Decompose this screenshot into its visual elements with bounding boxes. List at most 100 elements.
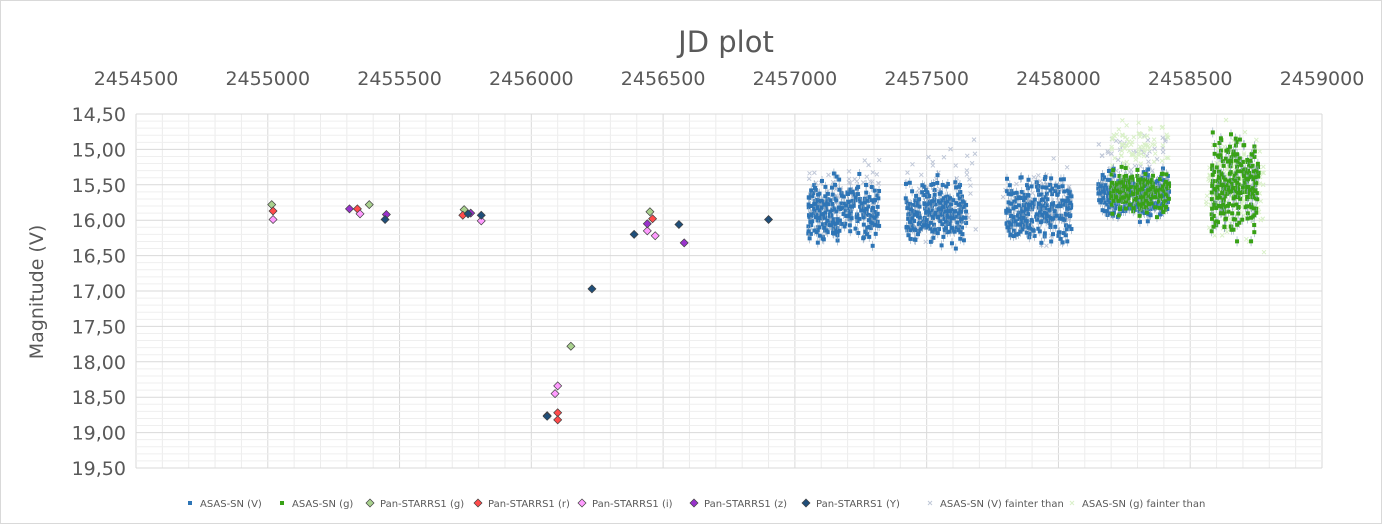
point-asas-sn-g (1236, 204, 1241, 209)
point-asas-sn-v (942, 214, 947, 219)
y-tick-label: 19,50 (72, 458, 126, 480)
point-asas-sn-v (835, 229, 840, 234)
point-asas-sn-v (821, 237, 826, 242)
point-asas-sn-v (834, 174, 839, 179)
point-asas-sn-v (1030, 200, 1035, 205)
point-asas-sn-v-fainter-than (1099, 153, 1105, 159)
point-asas-sn-v (906, 201, 911, 206)
point-asas-sn-g (1248, 158, 1253, 163)
point-asas-sn-g (1245, 184, 1250, 189)
point-asas-sn-g-fainter-than (1241, 151, 1247, 156)
point-asas-sn-v (1024, 207, 1029, 212)
point-asas-sn-v (1025, 202, 1030, 207)
point-asas-sn-g (1235, 180, 1240, 185)
point-asas-sn-g (1144, 205, 1149, 210)
point-asas-sn-g-fainter-than (1129, 152, 1134, 158)
point-asas-sn-v (964, 202, 969, 207)
point-asas-sn-v (920, 183, 925, 188)
point-asas-sn-g (1251, 169, 1256, 174)
point-asas-sn-v (1058, 213, 1063, 218)
point-asas-sn-v-fainter-than (948, 146, 953, 152)
point-asas-sn-v (922, 184, 927, 189)
point-asas-sn-g (1141, 201, 1146, 206)
point-asas-sn-v (922, 202, 927, 207)
point-asas-sn-v (1039, 192, 1044, 197)
legend-label: ASAS-SN (g) fainter than (1082, 499, 1205, 510)
point-asas-sn-v (925, 207, 930, 212)
point-asas-sn-v (866, 218, 871, 223)
point-asas-sn-v (933, 202, 938, 207)
point-asas-sn-g (1252, 144, 1257, 149)
point-asas-sn-v (1005, 225, 1010, 230)
point-asas-sn-v-fainter-than (1031, 174, 1037, 180)
point-asas-sn-v (1035, 217, 1040, 222)
point-asas-sn-v (813, 186, 818, 191)
point-asas-sn-v (958, 230, 963, 235)
point-asas-sn-v-fainter-than (973, 227, 979, 232)
point-asas-sn-v (845, 192, 850, 197)
point-asas-sn-v (864, 190, 869, 195)
point-asas-sn-v (808, 231, 813, 236)
x-tick-label: 2458500 (1148, 68, 1233, 90)
point-asas-sn-v (928, 226, 933, 231)
point-asas-sn-g (1227, 171, 1232, 176)
point-asas-sn-v (937, 227, 942, 232)
point-asas-sn-v (830, 201, 835, 206)
point-asas-sn-v (829, 185, 834, 190)
legend-marker (689, 498, 699, 508)
point-asas-sn-v (910, 189, 915, 194)
point-asas-sn-v (866, 212, 871, 217)
point-asas-sn-g (1235, 185, 1240, 190)
point-asas-sn-g (1128, 175, 1133, 180)
point-asas-sn-v (861, 236, 866, 241)
point-asas-sn-v (1046, 214, 1051, 219)
point-asas-sn-v (834, 226, 839, 231)
point-asas-sn-g-fainter-than (1116, 127, 1122, 132)
point-asas-sn-v (817, 225, 822, 230)
point-asas-sn-g-fainter-than (1227, 216, 1233, 222)
point-asas-sn-v (1036, 226, 1041, 231)
point-asas-sn-v (917, 197, 922, 202)
point-asas-sn-v (956, 202, 961, 207)
point-asas-sn-v (807, 214, 812, 219)
point-asas-sn-v-fainter-than (964, 172, 970, 177)
point-asas-sn-v (1016, 203, 1021, 208)
point-asas-sn-v (1008, 232, 1013, 237)
point-asas-sn-g-fainter-than (1119, 132, 1125, 138)
point-asas-sn-g-fainter-than (1109, 146, 1115, 152)
point-asas-sn-v (1158, 211, 1163, 216)
point-asas-sn-v (1060, 184, 1065, 189)
point-asas-sn-v-fainter-than (1128, 167, 1134, 173)
point-asas-sn-g (1137, 180, 1142, 185)
point-asas-sn-v (937, 191, 942, 196)
point-asas-sn-v (835, 238, 840, 243)
point-asas-sn-g (1225, 191, 1230, 196)
point-asas-sn-g-fainter-than (1131, 134, 1137, 140)
point-asas-sn-v (958, 202, 963, 207)
point-asas-sn-v (1045, 212, 1050, 217)
legend-marker (1069, 500, 1075, 506)
point-asas-sn-g (1250, 177, 1255, 182)
point-asas-sn-g (1245, 158, 1250, 163)
point-asas-sn-g (1133, 185, 1138, 190)
point-asas-sn-v (935, 173, 940, 178)
point-asas-sn-v (912, 237, 917, 242)
point-asas-sn-v (839, 201, 844, 206)
point-asas-sn-v (1005, 189, 1010, 194)
point-asas-sn-g (1254, 191, 1259, 196)
point-asas-sn-g (1235, 169, 1240, 174)
point-asas-sn-v (906, 233, 911, 238)
point-asas-sn-v-fainter-than (1160, 149, 1166, 155)
point-asas-sn-v (872, 209, 877, 214)
point-asas-sn-v (809, 193, 814, 198)
point-asas-sn-v (1103, 190, 1108, 195)
point-asas-sn-g (1220, 159, 1225, 164)
point-asas-sn-v (823, 184, 828, 189)
point-pan-starrs1-z (679, 238, 689, 248)
point-asas-sn-g (1121, 182, 1126, 187)
point-asas-sn-g-fainter-than (1146, 145, 1152, 151)
point-asas-sn-g (1214, 219, 1219, 224)
point-asas-sn-g (1237, 137, 1242, 142)
point-asas-sn-v (861, 215, 866, 220)
point-asas-sn-v (1165, 207, 1170, 212)
